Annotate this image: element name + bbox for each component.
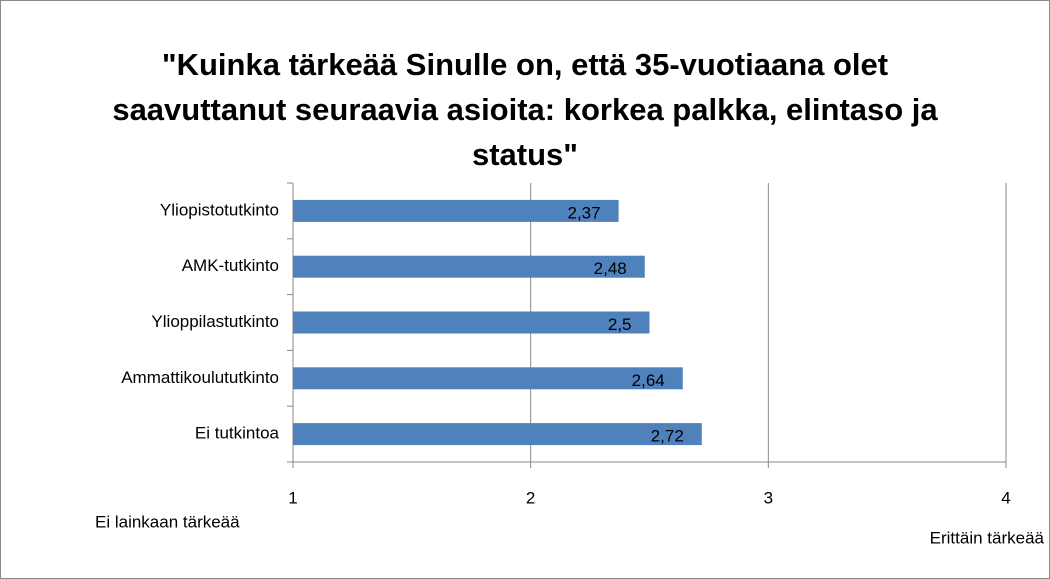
y-tick-label: Yliopistotutkinto xyxy=(160,200,279,219)
y-tick-label: Ylioppilastutkinto xyxy=(151,312,279,331)
y-tick-label: Ei tutkintoa xyxy=(195,424,280,443)
y-tick-label: AMK-tutkinto xyxy=(182,256,279,275)
chart-title: "Kuinka tärkeää Sinulle on, että 35-vuot… xyxy=(112,47,938,172)
bar xyxy=(293,199,619,222)
bar xyxy=(293,423,702,446)
value-label: 2,5 xyxy=(608,315,632,334)
x-max-annotation: Erittäin tärkeää xyxy=(930,528,1045,547)
x-tick-label: 3 xyxy=(764,488,773,507)
y-tick-label: Ammattikoulututkinto xyxy=(121,368,279,387)
x-min-annotation: Ei lainkaan tärkeää xyxy=(95,512,240,531)
value-label: 2,37 xyxy=(568,203,601,222)
x-tick-label: 4 xyxy=(1001,488,1010,507)
bar xyxy=(293,255,645,278)
bar xyxy=(293,311,650,334)
x-tick-label: 1 xyxy=(288,488,297,507)
bar xyxy=(293,367,683,390)
value-label: 2,72 xyxy=(651,427,684,446)
x-tick-label: 2 xyxy=(526,488,535,507)
value-label: 2,48 xyxy=(594,259,627,278)
value-label: 2,64 xyxy=(632,371,665,390)
